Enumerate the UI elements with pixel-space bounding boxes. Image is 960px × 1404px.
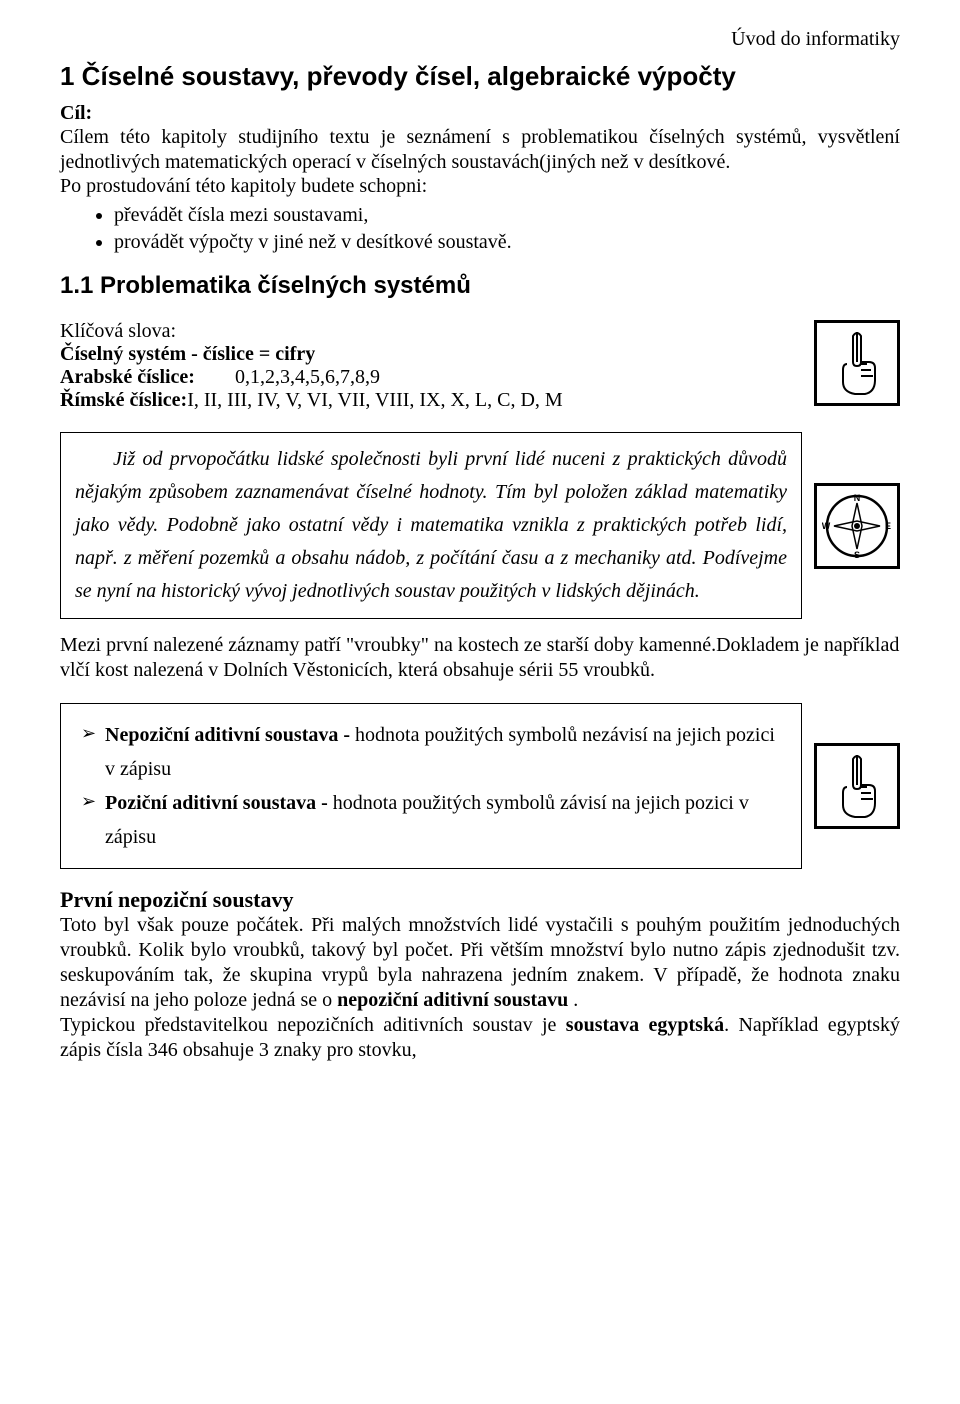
running-title: Úvod do informatiky <box>60 28 900 51</box>
hand-point-up-icon <box>827 328 887 398</box>
first-nonpos-para1: Toto byl však pouze počátek. Při malých … <box>60 913 900 1013</box>
goal-bullet-item: převádět čísla mezi soustavami, <box>114 202 900 229</box>
document-page: Úvod do informatiky 1 Číselné soustavy, … <box>0 0 960 1083</box>
additive-item-positional: Poziční aditivní soustava - hodnota použ… <box>75 786 787 854</box>
heading-2: 1.1 Problematika číselných systémů <box>60 272 900 300</box>
goal-label: Cíl: <box>60 102 900 125</box>
intro-box: Již od prvopočátku lidské společnosti by… <box>60 432 802 619</box>
roman-label: Římské číslice: <box>60 389 187 411</box>
keywords-roman-line: Římské číslice:I, II, III, IV, V, VI, VI… <box>60 389 802 412</box>
goal-text: Cílem této kapitoly studijního textu je … <box>60 125 900 175</box>
additive-row: Nepoziční aditivní soustava - hodnota po… <box>60 703 900 869</box>
keywords-block: Klíčová slova: Číselný systém - číslice … <box>60 320 802 412</box>
heading-1: 1 Číselné soustavy, převody čísel, algeb… <box>90 61 900 92</box>
svg-text:N: N <box>854 493 861 503</box>
goal-bullet-list: převádět čísla mezi soustavami, provádět… <box>94 202 900 256</box>
roman-values: I, II, III, IV, V, VI, VII, VIII, IX, X,… <box>187 389 563 411</box>
compass-icon: N S W E <box>822 491 892 561</box>
arabic-label: Arabské číslice: <box>60 366 195 388</box>
goal-bullet-item: provádět výpočty v jiné než v desítkové … <box>114 229 900 256</box>
hand-point-up-icon <box>827 751 887 821</box>
svg-text:S: S <box>854 550 860 560</box>
intro-row: Již od prvopočátku lidské společnosti by… <box>60 432 900 619</box>
compass-icon: N S W E <box>814 483 900 569</box>
first-nonpos-para1b: . <box>568 989 578 1011</box>
svg-text:E: E <box>885 521 891 531</box>
compass-icon-wrapper: N S W E <box>814 483 900 569</box>
keywords-system-line: Číselný systém - číslice = cifry <box>60 343 802 366</box>
additive-list: Nepoziční aditivní soustava - hodnota po… <box>75 718 787 854</box>
keywords-row: Klíčová slova: Číselný systém - číslice … <box>60 320 900 412</box>
hand-icon-wrapper-2 <box>814 743 900 829</box>
additive-item1-bold: Nepoziční aditivní soustava - <box>105 724 350 746</box>
arabic-values: 0,1,2,3,4,5,6,7,8,9 <box>235 366 380 388</box>
first-nonpos-para2-bold: soustava egyptská <box>566 1014 724 1036</box>
vroubky-paragraph: Mezi první nalezené záznamy patří "vroub… <box>60 633 900 683</box>
first-nonpos-para1-bold: nepoziční aditivní soustavu <box>337 989 568 1011</box>
intro-paragraph: Již od prvopočátku lidské společnosti by… <box>75 443 787 608</box>
first-nonpos-para2a: Typickou představitelkou nepozičních adi… <box>60 1014 566 1036</box>
heading-3-first-nonpos: První nepoziční soustavy <box>60 887 900 913</box>
additive-item-nonpositional: Nepoziční aditivní soustava - hodnota po… <box>75 718 787 786</box>
svg-text:W: W <box>822 521 831 531</box>
keywords-arabic-line: Arabské číslice: 0,1,2,3,4,5,6,7,8,9 <box>60 366 802 389</box>
hand-point-up-icon <box>814 743 900 829</box>
after-study-label: Po prostudování této kapitoly budete sch… <box>60 175 900 198</box>
hand-point-up-icon <box>814 320 900 406</box>
additive-item2-bold: Poziční aditivní soustava - <box>105 792 328 814</box>
additive-box: Nepoziční aditivní soustava - hodnota po… <box>60 703 802 869</box>
keywords-label: Klíčová slova: <box>60 320 802 343</box>
first-nonpos-para2: Typickou představitelkou nepozičních adi… <box>60 1013 900 1063</box>
